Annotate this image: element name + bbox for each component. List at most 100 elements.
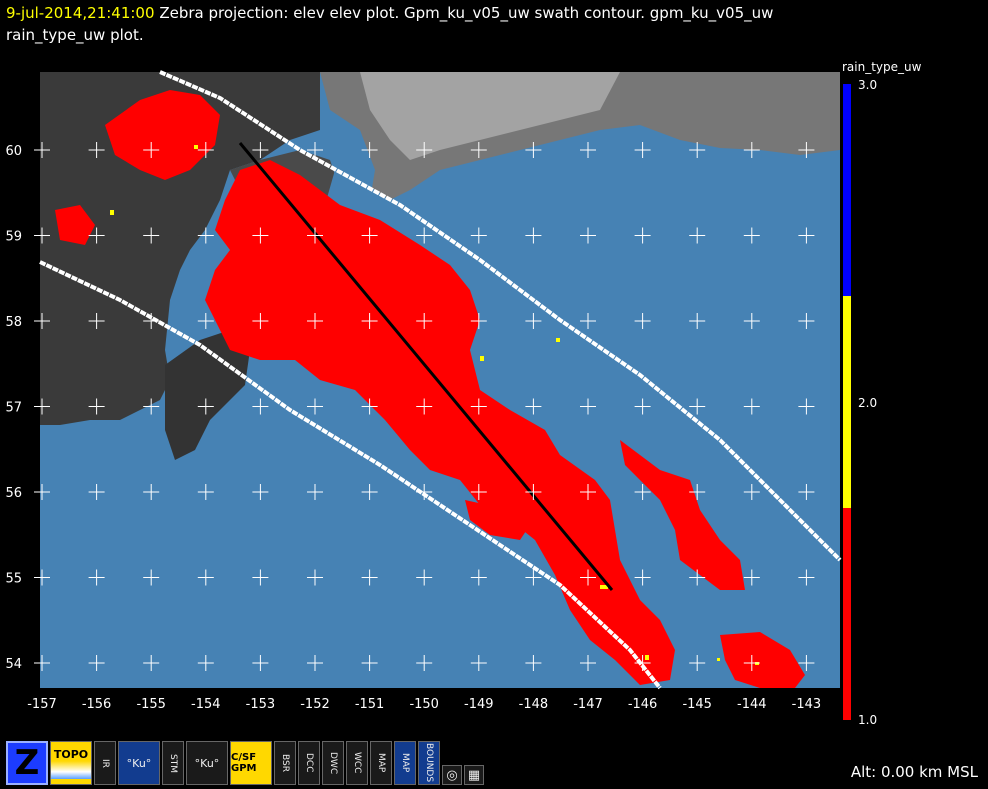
plot-title-line1: Zebra projection: elev elev plot. Gpm_ku… [159, 4, 774, 22]
grid-cross [307, 569, 323, 586]
map-button[interactable]: MAP [394, 741, 416, 785]
stm-button[interactable]: STM [162, 741, 184, 785]
plot-title-line2: rain_type_uw plot. [6, 26, 144, 44]
zebra-logo-button[interactable]: Z [6, 741, 48, 785]
grid-cross [798, 398, 815, 415]
satellite-ground-track [238, 142, 614, 591]
grid-cross [634, 655, 651, 671]
lon-tick-label: -153 [246, 697, 276, 712]
grid-cross [470, 313, 487, 329]
colorbar-label-top: 3.0 [858, 78, 878, 92]
land-cook-inlet-water [325, 110, 375, 215]
grid-cross [361, 142, 378, 158]
grid-cross [634, 398, 651, 415]
lon-tick-label: -154 [191, 697, 221, 712]
ir-button[interactable]: IR [94, 741, 116, 785]
grid-cross [197, 313, 214, 329]
grid-cross [689, 655, 706, 671]
grid-cross [580, 484, 596, 500]
lon-tick-label: -151 [355, 697, 385, 712]
grid-cross [307, 313, 323, 329]
grid-cross [143, 227, 160, 244]
lon-tick-label: -146 [628, 697, 658, 712]
grid-cross [798, 313, 815, 329]
grid-cross [34, 398, 50, 415]
grid-cross [743, 313, 760, 329]
colorbar-field-label: rain_type_uw [842, 60, 922, 74]
grid-cross [689, 227, 706, 244]
grid-cross [143, 313, 160, 329]
rain-east-band [620, 440, 745, 590]
lat-tick-label: 57 [5, 401, 22, 416]
grid-cross [252, 398, 269, 415]
grid-icon[interactable]: ▦ [464, 765, 484, 785]
colorbar-yellow [843, 296, 851, 508]
dcc-button[interactable]: DCC [298, 741, 320, 785]
grid-cross [416, 569, 433, 586]
grid-cross [580, 569, 596, 586]
grid-cross [197, 569, 214, 586]
lon-tick-label: -155 [136, 697, 166, 712]
ku-vs-button[interactable]: °Ku° [186, 741, 228, 785]
grid-cross [416, 655, 433, 671]
swath-edge-north [159, 70, 842, 562]
grid-cross [743, 569, 760, 586]
bsr-button[interactable]: BSR [274, 741, 296, 785]
grid-cross [525, 227, 542, 244]
grid-cross [798, 227, 815, 244]
grid-cross [525, 398, 542, 415]
grid-cross [88, 227, 105, 244]
bounds-button[interactable]: BOUNDS [418, 741, 440, 785]
sf-gpm-button[interactable]: C/SF GPM [230, 741, 272, 785]
lon-tick-label: -156 [82, 697, 112, 712]
land-alaska-peninsula [40, 72, 320, 425]
rain-northwest-cell [105, 90, 220, 180]
lon-tick-label: -143 [792, 697, 822, 712]
rain-field [55, 90, 805, 688]
grid-cross [361, 227, 378, 244]
plot-timestamp: 9-jul-2014,21:41:00 [6, 4, 155, 22]
grid-cross [361, 398, 378, 415]
grid-cross [525, 569, 542, 586]
ku-button[interactable]: °Ku° [118, 741, 160, 785]
grid-cross [197, 227, 214, 244]
grid-cross [88, 484, 105, 500]
colorbar-label-mid: 2.0 [858, 396, 878, 410]
lat-tick-label: 60 [5, 144, 22, 159]
map-us-button[interactable]: MAP [370, 741, 392, 785]
lon-tick-label: -148 [519, 697, 549, 712]
grid-cross [580, 313, 596, 329]
dwc-button[interactable]: DWC [322, 741, 344, 785]
grid-cross [88, 313, 105, 329]
grid-cross [525, 313, 542, 329]
grid-cross [361, 569, 378, 586]
lon-tick-label: -152 [300, 697, 330, 712]
longitude-axis: -157 -156 -155 -154 -153 -152 -151 -150 -149 -148… [27, 697, 821, 712]
grid-cross [143, 142, 160, 158]
grid-cross [525, 142, 542, 158]
grid-cross [34, 655, 50, 671]
grid-cross [580, 655, 596, 671]
lat-tick-label: 54 [5, 657, 22, 672]
grid-cross [307, 655, 323, 671]
lon-tick-label: -147 [573, 697, 603, 712]
grid-cross [743, 142, 760, 158]
topo-button-label: TOPO [53, 747, 89, 761]
lat-tick-label: 56 [5, 486, 22, 501]
topo-button[interactable]: TOPO [50, 741, 92, 785]
grid-cross [252, 313, 269, 329]
grid-cross [361, 484, 378, 500]
lat-tick-label: 58 [5, 315, 22, 330]
grid-cross [689, 142, 706, 158]
wcc-button[interactable]: WCC [346, 741, 368, 785]
topo-icon [51, 760, 91, 779]
grid-cross [470, 142, 487, 158]
target-icon[interactable]: ◎ [442, 765, 462, 785]
colorbar-red [843, 508, 851, 720]
rain-southeast-cell [720, 632, 805, 688]
grid-cross [252, 569, 269, 586]
grid-cross [197, 655, 214, 671]
grid-cross [470, 227, 487, 244]
plot-title: 9-jul-2014,21:41:00 Zebra projection: el… [6, 2, 906, 46]
